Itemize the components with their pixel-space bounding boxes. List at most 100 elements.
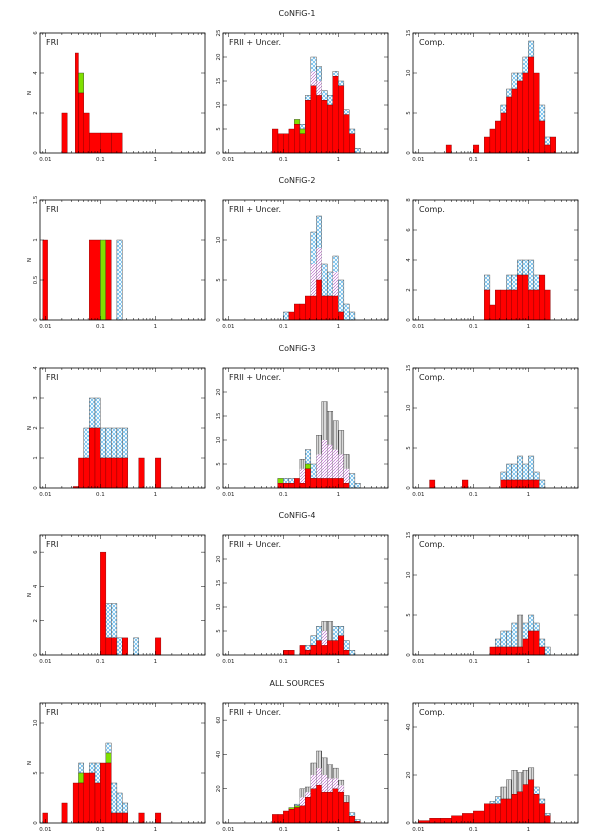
bar-c4-frii-red-5 [316, 640, 322, 656]
bar-all-frii-hatch-15 [354, 819, 361, 822]
x-tick-label: 0.1 [469, 492, 478, 498]
bar-c2-frii-red-8 [327, 295, 334, 321]
panel-label: FRI [46, 540, 59, 549]
bar-c1-fri-red-3 [83, 112, 90, 154]
bar-c3-comp-red-7 [528, 479, 535, 489]
bar-all-fri-hatch-8 [105, 742, 112, 754]
bar-c1-comp-red-10 [528, 56, 535, 154]
x-tick-label: 0.01 [412, 324, 424, 330]
x-tick-label: 1 [527, 324, 531, 330]
x-tick-label: 1 [337, 157, 341, 163]
bar-all-comp-red-16 [539, 803, 546, 824]
x-tick-label: 0.1 [279, 157, 288, 163]
bar-all-frii-hatch-13 [343, 795, 350, 803]
y-tick-label: 1 [33, 456, 39, 460]
panel-c2-comp: Comp. 0.01 0.1 1 0 2 4 6 8 [406, 198, 579, 330]
y-tick-label: 0 [406, 151, 412, 155]
y-tick-label: 4 [33, 71, 39, 75]
bar-c4-comp-red-1 [495, 646, 502, 656]
panel-frame [412, 367, 579, 489]
y-tick-label: 10 [216, 101, 222, 108]
y-tick-label: 5 [216, 127, 222, 131]
panel-frame [39, 702, 206, 824]
panel-label: FRI [46, 205, 59, 214]
panel-frame [39, 534, 206, 656]
bar-c4-frii-red-9 [338, 635, 345, 656]
bar-c3-comp-red-4 [511, 479, 518, 489]
bar-all-fri-red-13 [155, 812, 162, 824]
bar-c1-frii-red-0 [272, 128, 279, 154]
bar-c3-fri-hatch-2 [83, 427, 90, 459]
bar-c4-comp-red-3 [506, 646, 512, 656]
bar-all-fri-red-6 [94, 782, 101, 824]
panel-label: FRI [46, 373, 59, 382]
bar-c3-frii-uncer-8 [321, 440, 328, 479]
x-tick-label: 1 [337, 827, 341, 832]
bar-all-comp-red-14 [528, 779, 535, 824]
bar-c3-fri-red-10 [138, 457, 145, 489]
x-tick-label: 0.1 [279, 324, 288, 330]
y-tick-label: 4 [406, 258, 412, 262]
bar-c1-frii-red-9 [321, 99, 328, 154]
bar-c2-comp-red-6 [517, 274, 524, 321]
y-tick-label: 0 [216, 653, 222, 657]
bar-c3-frii-green-0 [277, 478, 284, 484]
x-tick-label: 1 [337, 324, 341, 330]
y-tick-label: 0 [406, 318, 412, 322]
bar-c3-frii-red-11 [338, 478, 345, 489]
bar-c4-frii-red-1 [288, 650, 295, 656]
bar-c1-frii-uncer-7 [310, 71, 317, 86]
bar-c3-comp-red-8 [533, 479, 540, 489]
bar-c4-fri-hatch-3 [116, 637, 123, 656]
bar-c4-frii-red-3 [305, 650, 312, 656]
x-tick-label: 0.01 [39, 157, 51, 163]
bar-all-frii-uncer-10 [327, 778, 333, 793]
bar-c3-comp-hatch-9 [539, 479, 546, 489]
row-title: ALL SOURCES [269, 679, 324, 688]
panel-label: FRII + Uncer. [229, 540, 281, 549]
bar-all-comp-hatch-15 [533, 786, 540, 795]
bar-c2-frii-hatch-12 [349, 311, 356, 321]
bar-c3-comp-hatch-2 [500, 471, 507, 481]
y-tick-label: 10 [33, 719, 39, 726]
bar-c2-frii-hatch-7 [321, 263, 328, 297]
bar-c4-frii-hatch-3 [305, 645, 312, 651]
bar-all-frii-red-14 [349, 815, 356, 824]
bar-c4-frii-hatch-4 [310, 635, 317, 646]
bar-all-fri-red-2 [72, 782, 79, 824]
x-tick-label: 1 [527, 659, 531, 665]
y-tick-label: 5 [33, 771, 39, 775]
bar-c3-frii-red-7 [316, 478, 322, 489]
bar-c4-fri-hatch-2 [111, 603, 118, 639]
bar-all-frii-red-5 [299, 805, 306, 824]
bar-c2-comp-red-5 [511, 289, 518, 321]
y-tick-label: 2 [406, 288, 412, 292]
bar-c3-frii-red-3 [294, 478, 301, 489]
x-tick-label: 0.01 [39, 324, 51, 330]
bar-c1-fri-red-4 [89, 132, 101, 154]
bar-all-frii-red-6 [305, 797, 312, 824]
x-tick-label: 1 [154, 324, 158, 330]
row-title: CoNFiG-4 [279, 511, 316, 520]
bar-c4-comp-red-4 [511, 646, 518, 656]
bar-c1-comp-red-14 [550, 136, 557, 154]
bar-all-comp-red-11 [511, 794, 518, 824]
bar-c4-comp-red-7 [528, 630, 535, 656]
bar-c3-frii-green-5 [305, 463, 312, 470]
bar-c3-fri-hatch-8 [116, 427, 123, 459]
bar-c3-frii-uncer-4 [299, 468, 306, 484]
bar-c1-frii-hatch-10 [327, 95, 334, 106]
y-tick-label: 20 [216, 53, 222, 60]
bar-c2-comp-red-3 [500, 289, 507, 321]
bar-c4-comp-red-8 [533, 630, 540, 656]
bar-all-fri-red-4 [83, 772, 90, 824]
bar-c2-fri-hatch-4 [116, 239, 123, 321]
bar-c2-frii-hatch-10 [338, 279, 345, 313]
panel-frame [39, 32, 206, 154]
bar-c3-comp-red-0 [429, 479, 436, 489]
bar-c2-comp-red-8 [528, 289, 535, 321]
y-tick-label: 6 [33, 31, 39, 35]
x-tick-label: 0.1 [279, 659, 288, 665]
